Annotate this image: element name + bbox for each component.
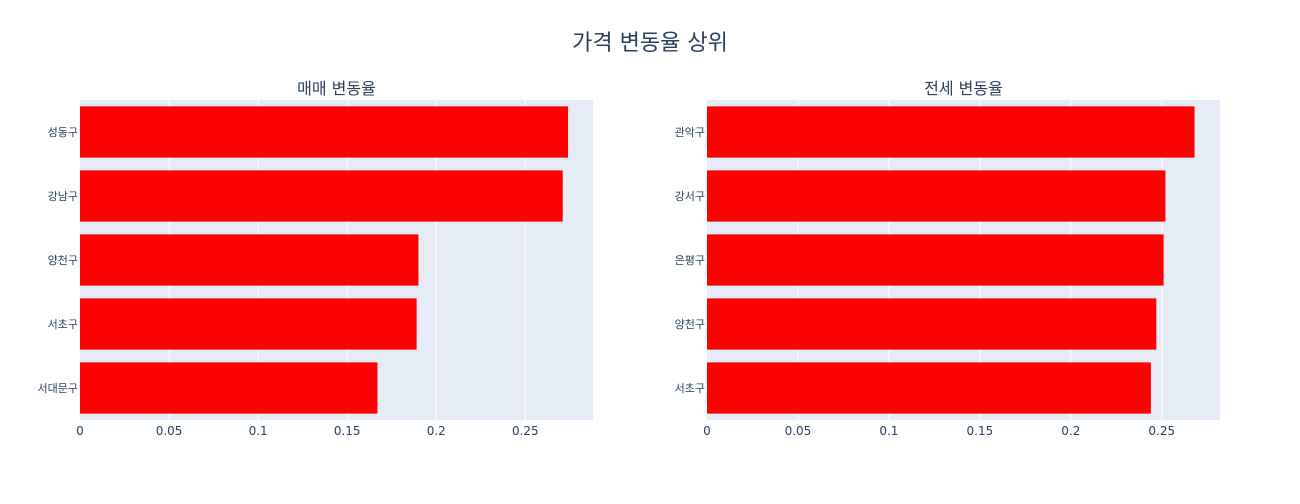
subplot-title: 전세 변동율 <box>924 79 1003 98</box>
x-tick-label: 0.05 <box>156 424 183 438</box>
bar <box>80 106 569 158</box>
bar <box>80 234 419 286</box>
bar <box>80 170 563 222</box>
x-tick-label: 0 <box>76 424 84 438</box>
x-tick-label: 0.15 <box>967 424 994 438</box>
x-tick-label: 0.25 <box>1148 424 1175 438</box>
x-tick-label: 0 <box>703 424 711 438</box>
x-tick-label: 0.05 <box>785 424 812 438</box>
y-tick-label: 서초구 <box>48 318 78 331</box>
y-tick-label: 서대문구 <box>38 382 78 395</box>
x-tick-label: 0.25 <box>512 424 539 438</box>
bar <box>80 298 417 350</box>
chart-title: 가격 변동율 상위 <box>572 31 728 56</box>
x-tick-label: 0.1 <box>879 424 898 438</box>
subplot-title: 매매 변동율 <box>297 79 376 98</box>
y-tick-label: 서초구 <box>675 382 705 395</box>
bar <box>707 170 1166 222</box>
bar <box>707 234 1164 286</box>
bar <box>707 298 1157 350</box>
y-tick-label: 성동구 <box>48 126 78 139</box>
x-tick-label: 0.2 <box>427 424 446 438</box>
x-tick-label: 0.1 <box>249 424 268 438</box>
y-tick-label: 강남구 <box>48 190 78 203</box>
x-tick-label: 0.2 <box>1061 424 1080 438</box>
y-tick-label: 은평구 <box>675 254 705 267</box>
y-tick-label: 양천구 <box>675 317 705 331</box>
y-tick-label: 양천구 <box>48 253 78 267</box>
y-tick-label: 강서구 <box>675 190 705 203</box>
bar <box>80 362 378 414</box>
y-tick-label: 관악구 <box>675 126 705 139</box>
bar <box>707 106 1195 158</box>
bar <box>707 362 1151 414</box>
x-tick-label: 0.15 <box>334 424 361 438</box>
